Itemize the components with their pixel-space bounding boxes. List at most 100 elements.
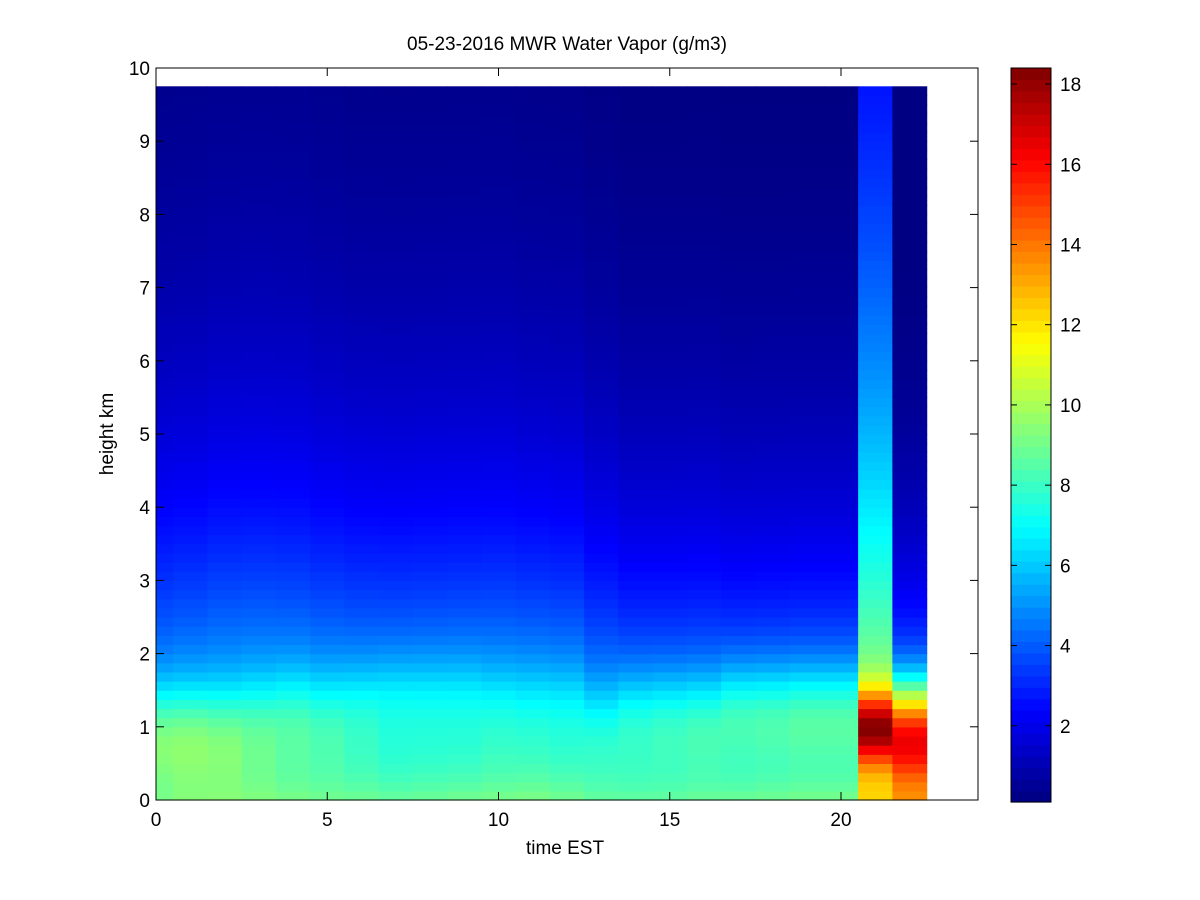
- heatmap-cell: [481, 424, 517, 435]
- heatmap-cell: [584, 589, 619, 600]
- heatmap-cell: [515, 598, 551, 609]
- heatmap-cell: [515, 104, 551, 115]
- heatmap-cell: [618, 186, 654, 197]
- heatmap-cell: [515, 525, 551, 536]
- heatmap-cell: [344, 223, 380, 234]
- heatmap-cell: [789, 552, 825, 563]
- heatmap-cell: [310, 379, 345, 389]
- heatmap-cell: [789, 168, 825, 179]
- heatmap-cell: [156, 461, 174, 472]
- heatmap-cell: [241, 397, 277, 408]
- heatmap-cell: [156, 305, 174, 316]
- heatmap-cell: [156, 671, 174, 682]
- heatmap-cell: [823, 369, 859, 380]
- heatmap-cell: [156, 177, 174, 188]
- heatmap-cell: [156, 534, 174, 545]
- heatmap-cell: [721, 196, 756, 206]
- heatmap-cell: [789, 388, 825, 398]
- heatmap-cell: [652, 205, 688, 215]
- heatmap-cell: [755, 580, 791, 591]
- heatmap-cell: [789, 369, 825, 380]
- heatmap-cell: [618, 671, 654, 682]
- heatmap-cell: [549, 406, 585, 417]
- heatmap-cell: [447, 132, 482, 142]
- heatmap-cell: [241, 498, 277, 508]
- heatmap-cell: [412, 763, 448, 774]
- heatmap-cell: [549, 772, 585, 783]
- heatmap-cell: [207, 735, 243, 746]
- heatmap-cell: [549, 333, 585, 344]
- heatmap-cell: [412, 617, 448, 627]
- heatmap-cell: [207, 141, 243, 151]
- heatmap-cell: [481, 617, 517, 627]
- heatmap-cell: [584, 781, 619, 792]
- heatmap-cell: [618, 617, 654, 627]
- heatmap-cell: [858, 488, 893, 499]
- heatmap-cell: [789, 150, 825, 161]
- heatmap-cell: [652, 186, 688, 197]
- heatmap-cell: [412, 269, 448, 280]
- heatmap-cell: [447, 644, 482, 655]
- heatmap-cell: [310, 141, 345, 151]
- heatmap-cell: [515, 534, 551, 545]
- heatmap-cell: [652, 351, 688, 362]
- heatmap-cell: [789, 379, 825, 389]
- heatmap-cell: [789, 333, 825, 344]
- heatmap-cell: [549, 607, 585, 618]
- heatmap-cell: [892, 305, 928, 316]
- heatmap-cell: [447, 315, 482, 325]
- heatmap-cell: [310, 635, 345, 646]
- heatmap-cell: [823, 251, 859, 261]
- heatmap-cell: [652, 653, 688, 664]
- heatmap-cell: [823, 379, 859, 389]
- heatmap-cell: [412, 296, 448, 307]
- heatmap-cell: [892, 671, 928, 682]
- heatmap-cell: [549, 754, 585, 764]
- heatmap-cell: [549, 351, 585, 362]
- heatmap-cell: [549, 525, 585, 536]
- heatmap-cell: [378, 86, 414, 97]
- heatmap-cell: [344, 95, 380, 106]
- heatmap-cell: [892, 763, 928, 774]
- heatmap-cell: [156, 214, 174, 225]
- heatmap-cell: [858, 461, 893, 472]
- heatmap-cell: [721, 113, 756, 124]
- heatmap-cell: [412, 388, 448, 398]
- heatmap-cell: [447, 223, 482, 234]
- heatmap-cell: [584, 269, 619, 280]
- heatmap-cell: [549, 507, 585, 517]
- heatmap-cell: [584, 205, 619, 215]
- heatmap-cell: [412, 626, 448, 636]
- heatmap-cell: [156, 232, 174, 243]
- heatmap-cell: [156, 342, 174, 353]
- heatmap-cell: [344, 205, 380, 215]
- heatmap-cell: [173, 552, 208, 563]
- heatmap-cell: [618, 607, 654, 618]
- heatmap-cell: [481, 379, 517, 389]
- heatmap-cell: [584, 369, 619, 380]
- heatmap-cell: [412, 671, 448, 682]
- heatmap-cell: [310, 287, 345, 298]
- heatmap-cell: [652, 488, 688, 499]
- heatmap-cell: [481, 150, 517, 161]
- heatmap-cell: [481, 113, 517, 124]
- heatmap-cell: [549, 260, 585, 270]
- heatmap-cell: [378, 479, 414, 490]
- heatmap-cell: [241, 296, 277, 307]
- heatmap-cell: [892, 534, 928, 545]
- heatmap-cell: [412, 461, 448, 472]
- heatmap-cell: [686, 122, 722, 133]
- heatmap-cell: [618, 141, 654, 151]
- heatmap-cell: [481, 516, 517, 527]
- heatmap-cell: [892, 617, 928, 627]
- heatmap-cell: [481, 662, 517, 673]
- heatmap-cell: [173, 525, 208, 536]
- colorbar-swatch: [1011, 664, 1051, 677]
- heatmap-cell: [721, 525, 756, 536]
- heatmap-cell: [241, 589, 277, 600]
- heatmap-cell: [344, 104, 380, 115]
- heatmap-cell: [481, 534, 517, 545]
- heatmap-cell: [823, 781, 859, 792]
- heatmap-cell: [447, 342, 482, 353]
- heatmap-cell: [823, 287, 859, 298]
